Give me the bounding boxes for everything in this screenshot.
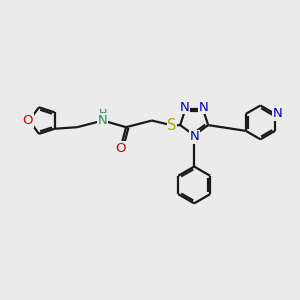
Text: H: H — [99, 109, 107, 119]
Text: N: N — [98, 114, 108, 127]
Text: O: O — [115, 142, 126, 155]
Text: N: N — [272, 107, 282, 120]
Text: S: S — [167, 118, 177, 133]
Text: N: N — [199, 101, 208, 114]
Text: O: O — [22, 114, 33, 127]
Text: N: N — [189, 130, 199, 143]
Text: N: N — [180, 101, 190, 114]
